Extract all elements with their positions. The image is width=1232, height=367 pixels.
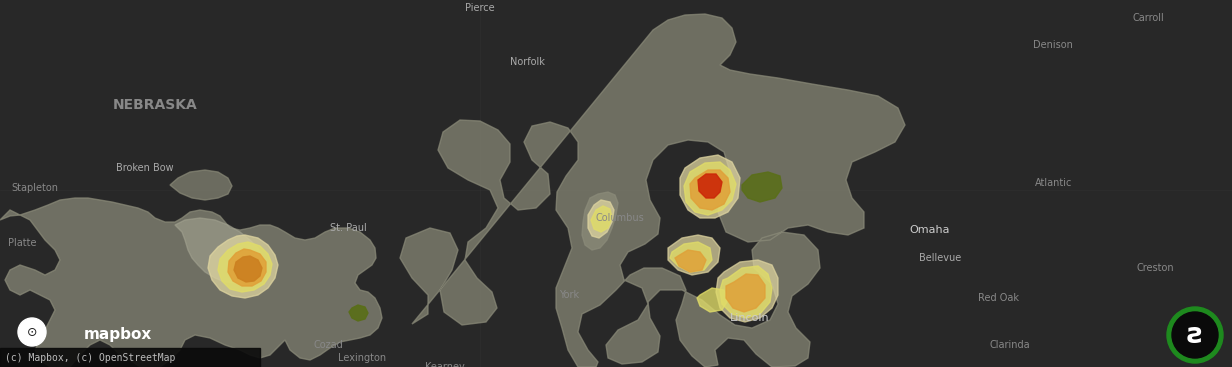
Polygon shape [349,305,368,321]
Polygon shape [668,235,719,275]
Text: Stapleton: Stapleton [11,183,58,193]
Text: Clarinda: Clarinda [989,340,1030,350]
Polygon shape [719,266,772,318]
Polygon shape [680,155,740,218]
Text: Lexington: Lexington [338,353,386,363]
Text: Pierce: Pierce [466,3,495,13]
Bar [0,348,260,367]
Text: St. Paul: St. Paul [330,223,366,233]
Polygon shape [175,218,262,283]
Text: Carroll: Carroll [1132,13,1164,23]
Circle shape [1172,312,1218,358]
Polygon shape [726,274,765,312]
Polygon shape [208,235,278,298]
Polygon shape [675,250,706,272]
Text: Lincoln: Lincoln [731,313,770,323]
Text: Kearney: Kearney [425,362,464,367]
Polygon shape [699,174,722,198]
Text: Broken Bow: Broken Bow [116,163,174,173]
Polygon shape [218,242,272,292]
Text: Denison: Denison [1034,40,1073,50]
Text: Creston: Creston [1136,263,1174,273]
Polygon shape [0,198,382,367]
Text: York: York [559,290,579,300]
Polygon shape [697,288,728,312]
Text: Platte: Platte [7,238,36,248]
Polygon shape [400,14,906,367]
Polygon shape [582,192,618,250]
Text: NEBRASKA: NEBRASKA [112,98,197,112]
Polygon shape [588,200,614,238]
Circle shape [1167,307,1223,363]
Text: mapbox: mapbox [84,327,153,342]
Polygon shape [170,170,232,200]
Circle shape [18,318,46,346]
Text: Norfolk: Norfolk [510,57,545,67]
Text: Atlantic: Atlantic [1035,178,1073,188]
Text: Red Oak: Red Oak [977,293,1019,303]
Polygon shape [670,242,712,272]
Text: Cozad: Cozad [313,340,342,350]
Polygon shape [234,256,262,282]
Text: Bellevue: Bellevue [919,253,961,263]
Text: Omaha: Omaha [909,225,950,235]
Text: Columbus: Columbus [595,213,644,223]
Polygon shape [742,172,782,202]
Text: ⊙: ⊙ [27,326,37,338]
Text: (c) Mapbox, (c) OpenStreetMap: (c) Mapbox, (c) OpenStreetMap [5,353,175,363]
Polygon shape [228,249,266,286]
Polygon shape [591,206,612,232]
Text: ƨ: ƨ [1186,321,1204,349]
Polygon shape [690,170,731,210]
Polygon shape [684,162,736,215]
Polygon shape [716,260,777,322]
